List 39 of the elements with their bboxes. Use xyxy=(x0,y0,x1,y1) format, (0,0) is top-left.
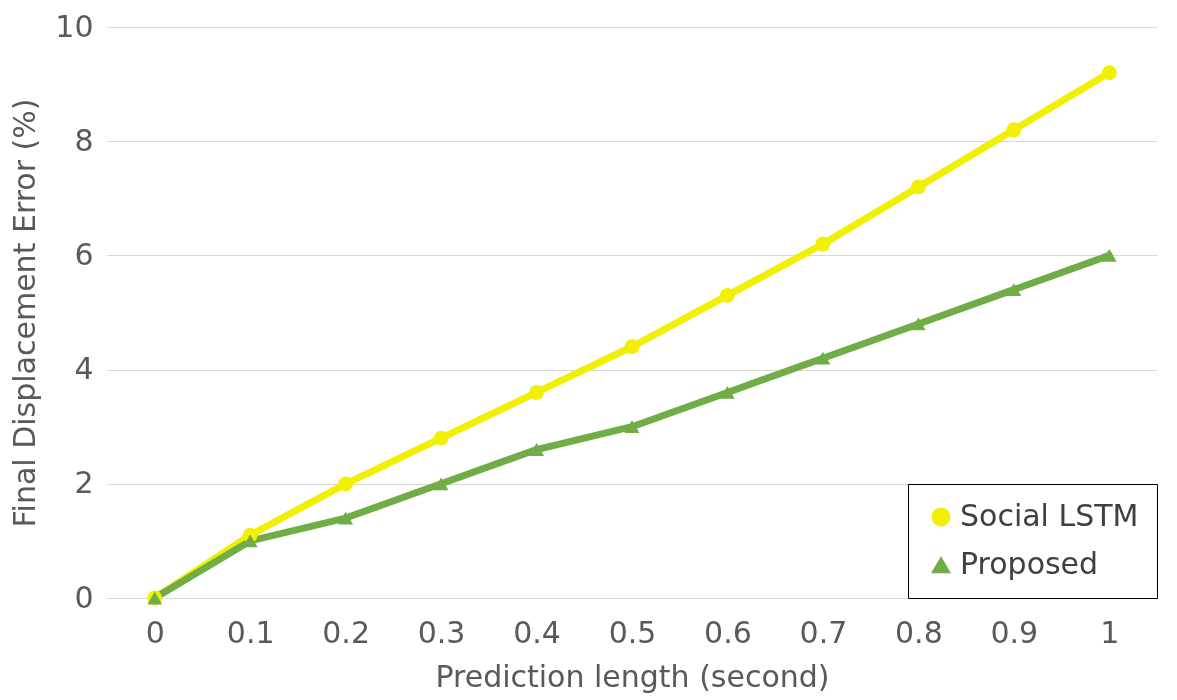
y-tick-label: 4 xyxy=(74,351,94,387)
point xyxy=(338,511,354,525)
point xyxy=(529,385,544,400)
point xyxy=(815,236,831,252)
point xyxy=(338,476,354,492)
y-tick-label: 8 xyxy=(74,122,94,158)
x-tick-label: 0.3 xyxy=(417,614,466,650)
point xyxy=(433,430,449,446)
x-tick-label: 0.8 xyxy=(895,614,943,650)
x-tick-label: 0.7 xyxy=(799,614,848,650)
x-tick-label: 0 xyxy=(145,614,165,650)
legend-label: Social LSTM xyxy=(960,498,1139,533)
point xyxy=(720,386,735,399)
point xyxy=(1006,122,1022,138)
point xyxy=(1006,283,1022,297)
x-tick-label: 0.6 xyxy=(704,614,752,650)
y-tick-label: 10 xyxy=(55,8,94,44)
x-tick-label: 0.4 xyxy=(513,614,561,650)
y-tick-label: 2 xyxy=(74,465,94,501)
point xyxy=(910,179,926,195)
point xyxy=(1101,65,1117,81)
x-tick-label: 1 xyxy=(1100,614,1120,650)
x-tick-label: 0.1 xyxy=(226,614,275,650)
y-tick-label: 0 xyxy=(74,579,94,615)
point xyxy=(1101,248,1117,262)
legend-label: Proposed xyxy=(960,546,1099,581)
point xyxy=(433,477,449,491)
point xyxy=(624,339,640,355)
point xyxy=(529,443,544,456)
x-tick-label: 0.5 xyxy=(608,614,657,650)
y-axis-title: Final Displacement Error (%) xyxy=(7,98,43,528)
x-tick-label: 0.2 xyxy=(322,614,370,650)
y-tick-label: 6 xyxy=(74,236,94,272)
x-tick-label: 0.9 xyxy=(990,614,1039,650)
point xyxy=(910,317,926,331)
point xyxy=(624,420,640,434)
point xyxy=(815,351,831,365)
x-axis-title: Prediction length (second) xyxy=(435,658,830,694)
point xyxy=(720,287,735,303)
